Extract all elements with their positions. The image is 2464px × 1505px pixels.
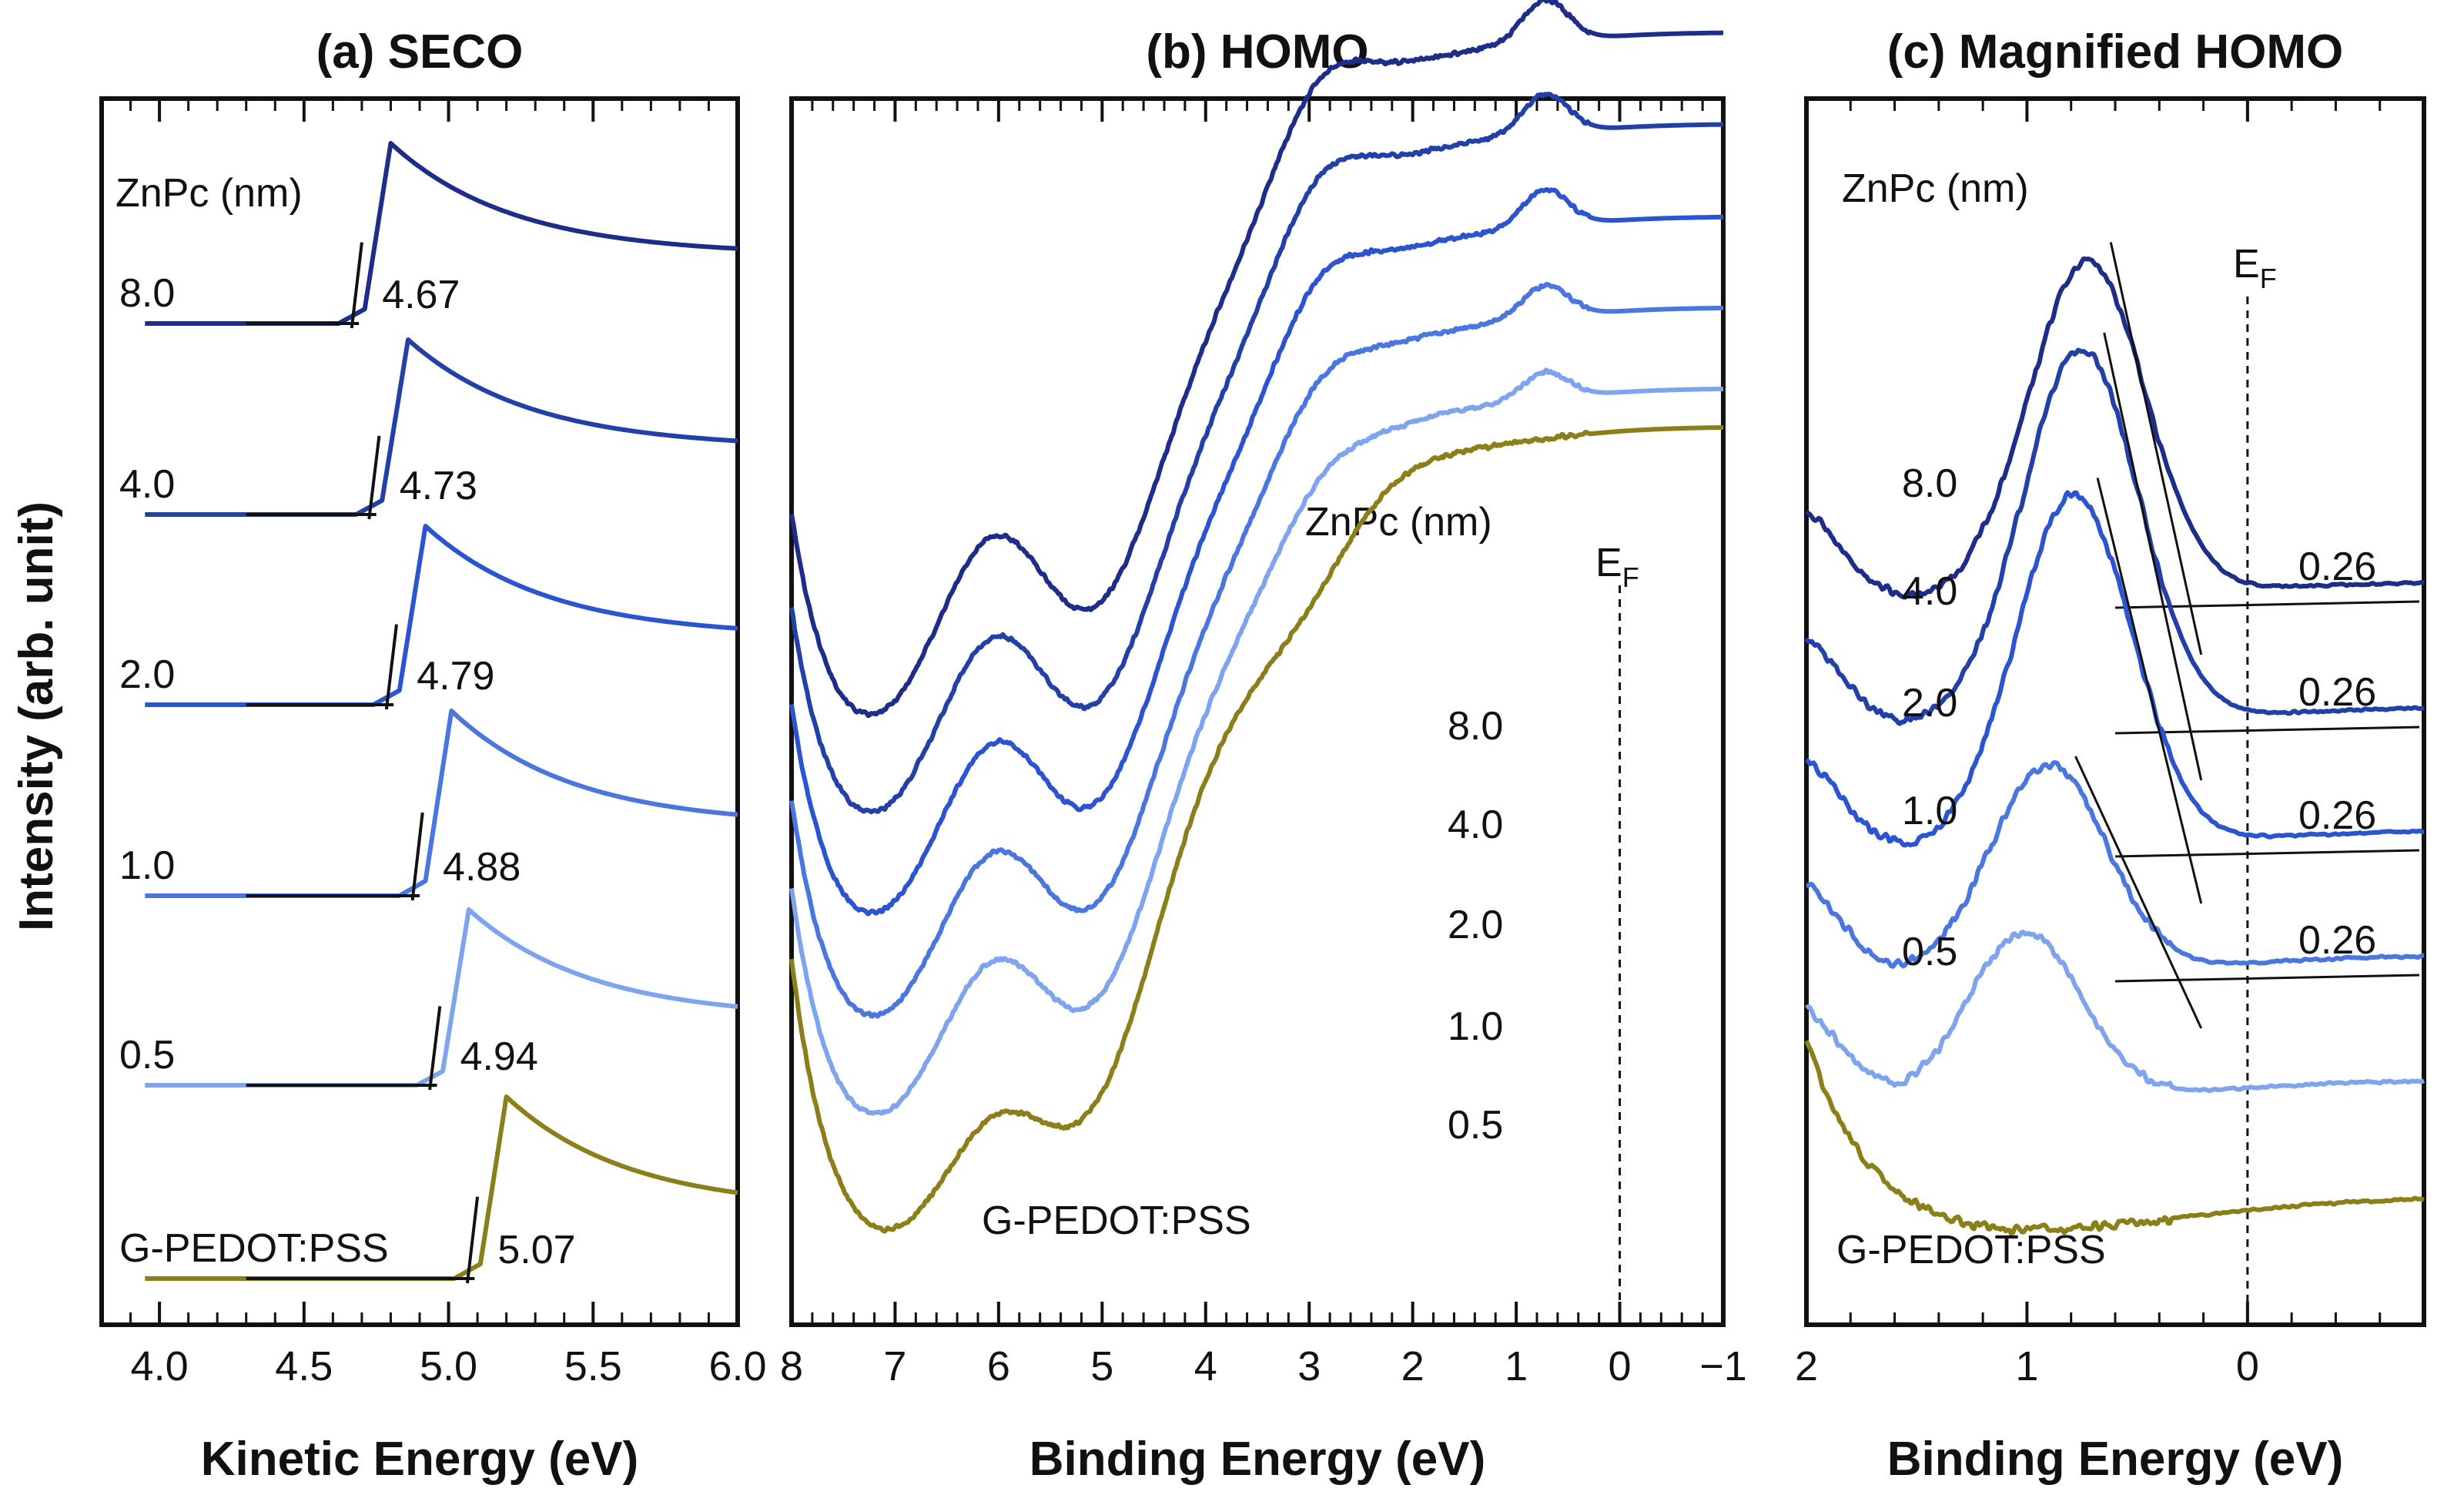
- legend-header-b: ZnPc (nm): [1305, 500, 1492, 545]
- onset-value-label: 0.26: [2298, 670, 2376, 715]
- magnified-curve-8.0: [1805, 256, 2426, 600]
- x-tick-label: 5.5: [564, 1343, 622, 1389]
- magnified-curve-1.0: [1806, 760, 2425, 969]
- substrate-label: G-PEDOT:PSS: [1836, 1228, 2106, 1272]
- thickness-label: 8.0: [1902, 461, 1957, 506]
- x-tick-label: 2: [1795, 1343, 1818, 1389]
- x-axis-label-c: Binding Energy (eV): [1887, 1433, 2343, 1486]
- plot-frame-b: [789, 96, 1726, 1327]
- x-axis-label-a: Kinetic Energy (eV): [201, 1433, 638, 1486]
- homo-curve-8.0: [789, 0, 1725, 719]
- thickness-label: 1.0: [1902, 789, 1957, 833]
- homo-curve-1.0: [789, 282, 1725, 1019]
- baseline-fit-line: [2114, 726, 2420, 735]
- onset-tangent-line: [2109, 242, 2203, 655]
- cutoff-value-label: 4.88: [443, 845, 521, 890]
- x-tick-label: 1: [2015, 1343, 2038, 1389]
- seco-curve-0.5: [145, 907, 738, 1088]
- x-tick-label: −1: [1699, 1343, 1747, 1389]
- panel-title-b: (b) HOMO: [1146, 25, 1368, 79]
- thickness-label: 4.0: [1902, 569, 1957, 614]
- onset-value-label: 0.26: [2298, 918, 2376, 963]
- x-tick-label: 4: [1194, 1343, 1217, 1389]
- edge-fit-line: [428, 1006, 442, 1091]
- seco-curve-8.0: [145, 141, 738, 326]
- magnified-curve-2.0: [1805, 490, 2425, 848]
- thickness-label: 0.5: [119, 1033, 175, 1078]
- panel-c-magnified-homo: 2 1 0 (c) Magnified HOMO Binding Energy (eV)…: [1795, 25, 2426, 1486]
- x-tick-label: 4.0: [131, 1343, 189, 1389]
- onset-value-label: 0.26: [2298, 793, 2376, 838]
- cutoff-value-label: 4.79: [417, 654, 494, 699]
- thickness-label: 1.0: [1448, 1004, 1503, 1049]
- x-tick-label: 4.5: [275, 1343, 333, 1389]
- onset-tangent-line: [2096, 478, 2203, 904]
- seco-curve-2.0: [145, 524, 738, 707]
- seco-curve-4.0: [145, 337, 738, 517]
- thickness-label: 4.0: [119, 462, 175, 507]
- homo-curve-2.0: [789, 187, 1725, 917]
- panel-title-a: (a) SECO: [316, 25, 524, 79]
- x-tick-label: 0: [1609, 1343, 1632, 1389]
- thickness-label: 1.0: [119, 843, 175, 888]
- baseline-fit-line: [2114, 974, 2420, 983]
- legend-header-c: ZnPc (nm): [1842, 166, 2029, 211]
- edge-fit-line: [367, 435, 381, 520]
- y-axis-label: Intensity (arb. unit): [10, 501, 63, 931]
- onset-value-label: 0.26: [2298, 545, 2376, 589]
- x-tick-label: 0: [2236, 1343, 2259, 1389]
- panel-a-seco: 4.0 4.5 5.0 5.5 6.0 (a) SECO Kinetic Energy (e…: [99, 25, 767, 1486]
- thickness-label: 4.0: [1448, 803, 1503, 847]
- thickness-label: 0.5: [1448, 1103, 1503, 1148]
- x-tick-label: 2: [1401, 1343, 1424, 1389]
- onset-tangent-line: [2103, 332, 2203, 781]
- thickness-label: 2.0: [119, 652, 175, 697]
- edge-fit-line: [465, 1196, 480, 1284]
- edge-fit-line: [384, 624, 398, 710]
- homo-curve-0.5: [789, 367, 1725, 1116]
- baseline-fit-line: [2114, 849, 2420, 858]
- fermi-label: EF: [2233, 242, 2277, 294]
- edge-fit-line: [350, 242, 363, 329]
- homo-curve-G-PEDOT:PSS: [789, 425, 1725, 1234]
- panel-title-c: (c) Magnified HOMO: [1887, 25, 2343, 79]
- homo-curve-4.0: [789, 92, 1725, 815]
- fermi-label: EF: [1595, 541, 1639, 593]
- x-tick-label: 1: [1505, 1343, 1528, 1389]
- cutoff-value-label: 5.07: [497, 1228, 575, 1272]
- thickness-label: 2.0: [1448, 903, 1503, 947]
- edge-fit-line: [410, 812, 424, 901]
- panel-b-homo: 8 7 6 5 4 3 2 1 0 −1 (b) HOMO Binding Energy (eV) EF…: [780, 0, 1747, 1486]
- substrate-label: G-PEDOT:PSS: [982, 1198, 1251, 1243]
- cutoff-value-label: 4.67: [382, 273, 460, 317]
- thickness-label: 0.5: [1902, 930, 1957, 974]
- x-tick-label: 6.0: [708, 1343, 766, 1389]
- cutoff-value-label: 4.94: [460, 1034, 538, 1079]
- x-tick-label: 3: [1297, 1343, 1321, 1389]
- x-tick-label: 8: [780, 1343, 803, 1389]
- magnified-curve-G-PEDOT:PSS: [1804, 1040, 2425, 1236]
- thickness-label: G-PEDOT:PSS: [119, 1226, 389, 1271]
- cutoff-value-label: 4.73: [400, 464, 477, 508]
- seco-curve-1.0: [145, 709, 738, 898]
- x-tick-label: 5.0: [420, 1343, 477, 1389]
- magnified-curve-4.0: [1804, 347, 2425, 726]
- magnified-curve-0.5: [1805, 930, 2426, 1094]
- baseline-fit-line: [2114, 600, 2420, 609]
- thickness-label: 8.0: [119, 271, 175, 316]
- thickness-label: 8.0: [1448, 704, 1503, 749]
- x-tick-label: 7: [883, 1343, 906, 1389]
- x-tick-label: 6: [987, 1343, 1010, 1389]
- onset-tangent-line: [2074, 756, 2203, 1029]
- x-axis-label-b: Binding Energy (eV): [1029, 1433, 1485, 1486]
- thickness-label: 2.0: [1902, 681, 1957, 726]
- x-tick-label: 5: [1090, 1343, 1113, 1389]
- legend-header-a: ZnPc (nm): [116, 171, 303, 216]
